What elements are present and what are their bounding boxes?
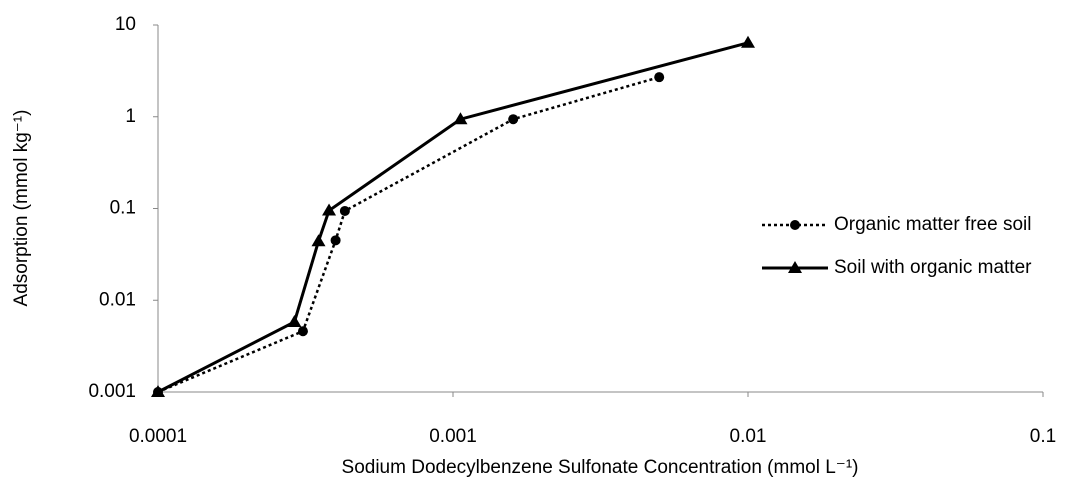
series-line <box>157 41 749 394</box>
data-point <box>330 235 341 246</box>
data-point <box>311 234 326 247</box>
y-tick-label: 1 <box>125 106 136 127</box>
y-axis-title: Adsorption (mmol kg⁻¹) <box>11 110 32 307</box>
data-point <box>297 326 308 337</box>
y-tick-label: 0.1 <box>110 198 136 219</box>
x-tick-label: 0.001 <box>429 426 477 447</box>
data-point <box>339 205 350 216</box>
x-tick-label: 0.1 <box>1030 426 1056 447</box>
x-tick-label: 0.0001 <box>129 426 187 447</box>
data-point <box>322 203 337 216</box>
series-line <box>157 75 660 394</box>
data-point <box>654 72 665 83</box>
x-tick-label: 0.01 <box>730 426 767 447</box>
data-point <box>508 114 519 125</box>
legend-marker <box>788 261 802 273</box>
y-tick-label: 10 <box>115 14 136 35</box>
x-axis-title: Sodium Dodecylbenzene Sulfonate Concentr… <box>342 457 859 478</box>
y-tick-label: 0.01 <box>99 289 136 310</box>
data-point <box>287 314 302 327</box>
data-point <box>741 35 755 48</box>
legend-marker <box>790 220 800 230</box>
data-point <box>453 112 468 125</box>
data-point <box>151 385 165 397</box>
legend-label: Organic matter free soil <box>834 214 1031 235</box>
legend-label: Soil with organic matter <box>834 257 1032 278</box>
y-tick-label: 0.001 <box>88 381 136 402</box>
